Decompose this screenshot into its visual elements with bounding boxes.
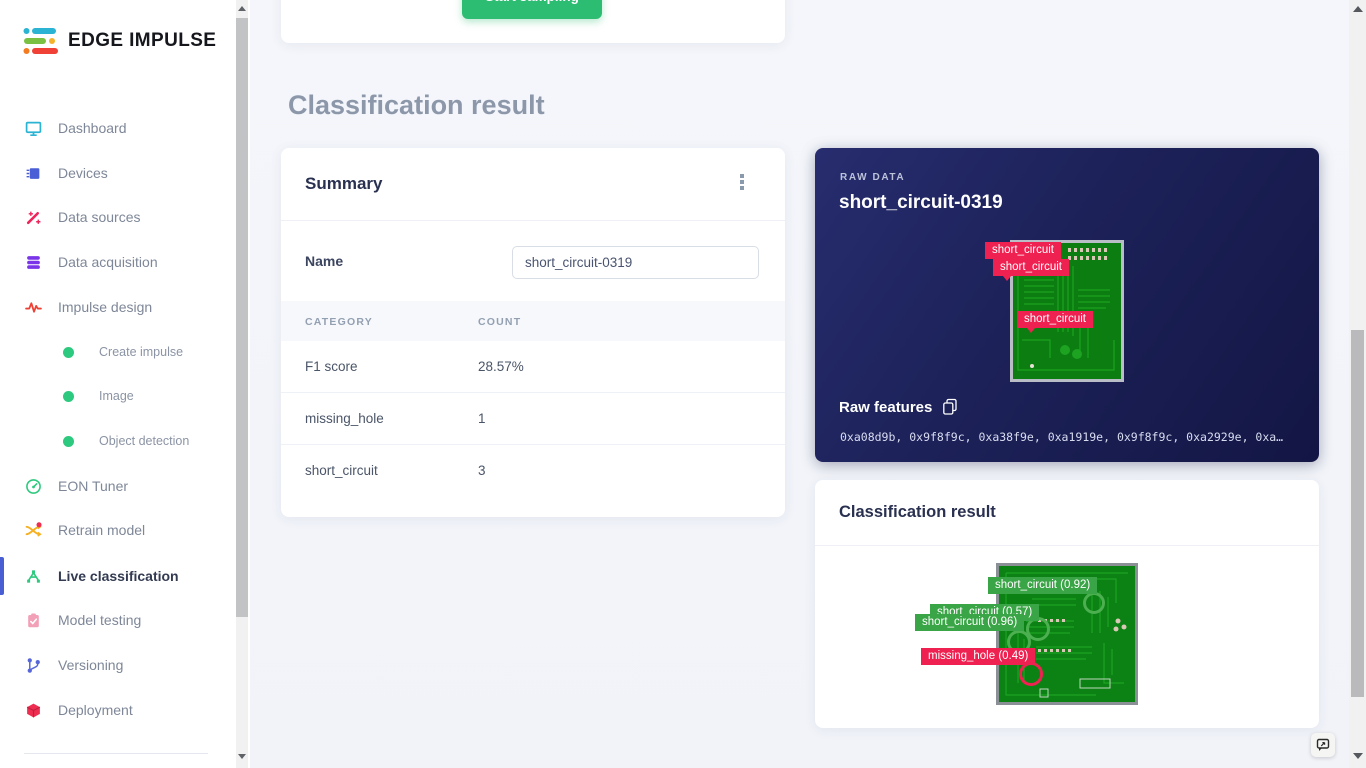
sidebar-item-label: Create impulse — [99, 345, 184, 359]
sidebar-scrollbar[interactable] — [236, 0, 248, 768]
edge-impulse-logo-text: EDGE IMPULSE — [68, 30, 217, 51]
sidebar-item-create-impulse[interactable]: Create impulse — [0, 334, 232, 370]
detection-label: missing_hole (0.49) — [921, 648, 1036, 665]
raw-features-values: 0xa08d9b, 0x9f8f9c, 0xa38f9e, 0xa1919e, … — [840, 430, 1284, 444]
count-column-header: COUNT — [478, 316, 522, 328]
sidebar-item-data-acquisition[interactable]: Data acquisition — [0, 244, 232, 280]
kebab-menu-icon[interactable] — [735, 174, 749, 194]
scroll-up-arrow-icon[interactable] — [1353, 6, 1363, 12]
summary-card-header: Summary — [281, 148, 785, 221]
sidebar-item-versioning[interactable]: Versioning — [0, 647, 232, 683]
sidebar-item-retrain-model[interactable]: Retrain model — [0, 512, 232, 548]
eon-tuner-icon — [24, 477, 42, 495]
sidebar-item-data-sources[interactable]: Data sources — [0, 199, 232, 235]
sidebar-item-dashboard[interactable]: Dashboard — [0, 110, 232, 146]
table-row: missing_hole 1 — [281, 393, 785, 445]
data-sources-icon — [24, 208, 42, 226]
detection-label: short_circuit — [993, 259, 1069, 281]
edge-impulse-logo[interactable]: EDGE IMPULSE — [23, 26, 216, 56]
sidebar-item-label: Retrain model — [58, 522, 146, 538]
row-count: 1 — [478, 411, 486, 426]
detection-label: short_circuit — [985, 242, 1061, 264]
row-category: short_circuit — [305, 463, 378, 478]
sidebar-item-eon-tuner[interactable]: EON Tuner — [0, 468, 232, 504]
devices-icon — [24, 164, 42, 182]
edge-impulse-logo-icon — [23, 28, 58, 54]
scroll-down-arrow-icon[interactable] — [238, 754, 246, 759]
data-acquisition-icon — [24, 253, 42, 271]
sidebar-item-label: Versioning — [58, 657, 124, 673]
detection-circle — [1083, 592, 1105, 614]
green-dot-icon — [63, 390, 74, 402]
sidebar-item-label: Devices — [58, 165, 108, 181]
classification-result-card: Classification result short_circuit (0.9… — [815, 480, 1319, 728]
dashboard-icon — [24, 119, 42, 137]
live-classification-icon — [24, 567, 42, 585]
sidebar-divider — [24, 753, 208, 754]
sidebar-item-impulse-design[interactable]: Impulse design — [0, 289, 232, 325]
summary-card: Summary Name CATEGORY COUNT F1 score 28.… — [281, 148, 785, 517]
copy-icon[interactable] — [942, 398, 958, 416]
model-testing-icon — [24, 611, 42, 629]
row-count: 3 — [478, 463, 486, 478]
sidebar-item-devices[interactable]: Devices — [0, 155, 232, 191]
detection-label: short_circuit (0.96) — [915, 614, 1025, 631]
scroll-down-arrow-icon[interactable] — [1353, 753, 1363, 759]
row-count: 28.57% — [478, 359, 524, 374]
sidebar-item-model-testing[interactable]: Model testing — [0, 602, 232, 638]
row-category: missing_hole — [305, 411, 384, 426]
category-column-header: CATEGORY — [305, 316, 373, 328]
green-dot-icon — [63, 346, 74, 358]
sidebar-item-live-classification[interactable]: Live classification — [0, 558, 232, 594]
main-scrollbar-thumb[interactable] — [1351, 330, 1364, 697]
sidebar: EDGE IMPULSE Dashboard Devices Data sour… — [0, 0, 250, 768]
feedback-icon — [1316, 738, 1330, 751]
impulse-design-icon — [24, 298, 42, 316]
summary-title: Summary — [305, 174, 383, 193]
name-input[interactable] — [512, 246, 759, 279]
table-row: F1 score 28.57% — [281, 341, 785, 393]
active-nav-indicator — [0, 557, 4, 595]
sidebar-item-object-detection[interactable]: Object detection — [0, 423, 232, 459]
sidebar-item-image[interactable]: Image — [0, 378, 232, 414]
raw-data-title: short_circuit-0319 — [839, 192, 1003, 213]
sidebar-item-label: Impulse design — [58, 299, 153, 315]
classification-card-title: Classification result — [839, 503, 996, 521]
sidebar-item-label: Data acquisition — [58, 254, 158, 270]
classification-card-header: Classification result — [815, 480, 1319, 546]
feedback-button[interactable] — [1311, 733, 1335, 757]
sampling-card: Start sampling — [281, 0, 785, 43]
deployment-icon — [24, 701, 42, 719]
detection-label: short_circuit — [1017, 311, 1093, 333]
sidebar-item-label: Image — [99, 389, 134, 403]
raw-data-card: RAW DATA short_circuit-0319 short_circui… — [815, 148, 1319, 462]
sidebar-item-label: Model testing — [58, 612, 142, 628]
table-row: short_circuit 3 — [281, 445, 785, 497]
sidebar-item-label: Live classification — [58, 568, 179, 584]
raw-features-label: Raw features — [839, 398, 933, 416]
detection-label: short_circuit (0.92) — [988, 577, 1098, 594]
green-dot-icon — [63, 435, 74, 447]
sidebar-scrollbar-thumb[interactable] — [236, 18, 248, 617]
detection-circle — [1019, 662, 1043, 686]
page-title: Classification result — [288, 90, 545, 120]
scroll-up-arrow-icon[interactable] — [238, 6, 246, 11]
start-sampling-button[interactable]: Start sampling — [462, 0, 602, 19]
name-label: Name — [305, 253, 344, 269]
retrain-model-icon — [24, 521, 42, 539]
sidebar-item-deployment[interactable]: Deployment — [0, 692, 232, 728]
summary-table-header: CATEGORY COUNT — [281, 301, 785, 341]
row-category: F1 score — [305, 359, 358, 374]
sidebar-item-label: Dashboard — [58, 120, 127, 136]
versioning-icon — [24, 656, 42, 674]
main-scrollbar[interactable] — [1349, 0, 1366, 768]
raw-data-eyebrow: RAW DATA — [840, 172, 906, 183]
sidebar-item-label: Object detection — [99, 434, 190, 448]
sidebar-item-label: EON Tuner — [58, 478, 129, 494]
sidebar-item-label: Deployment — [58, 702, 133, 718]
sidebar-item-label: Data sources — [58, 209, 141, 225]
